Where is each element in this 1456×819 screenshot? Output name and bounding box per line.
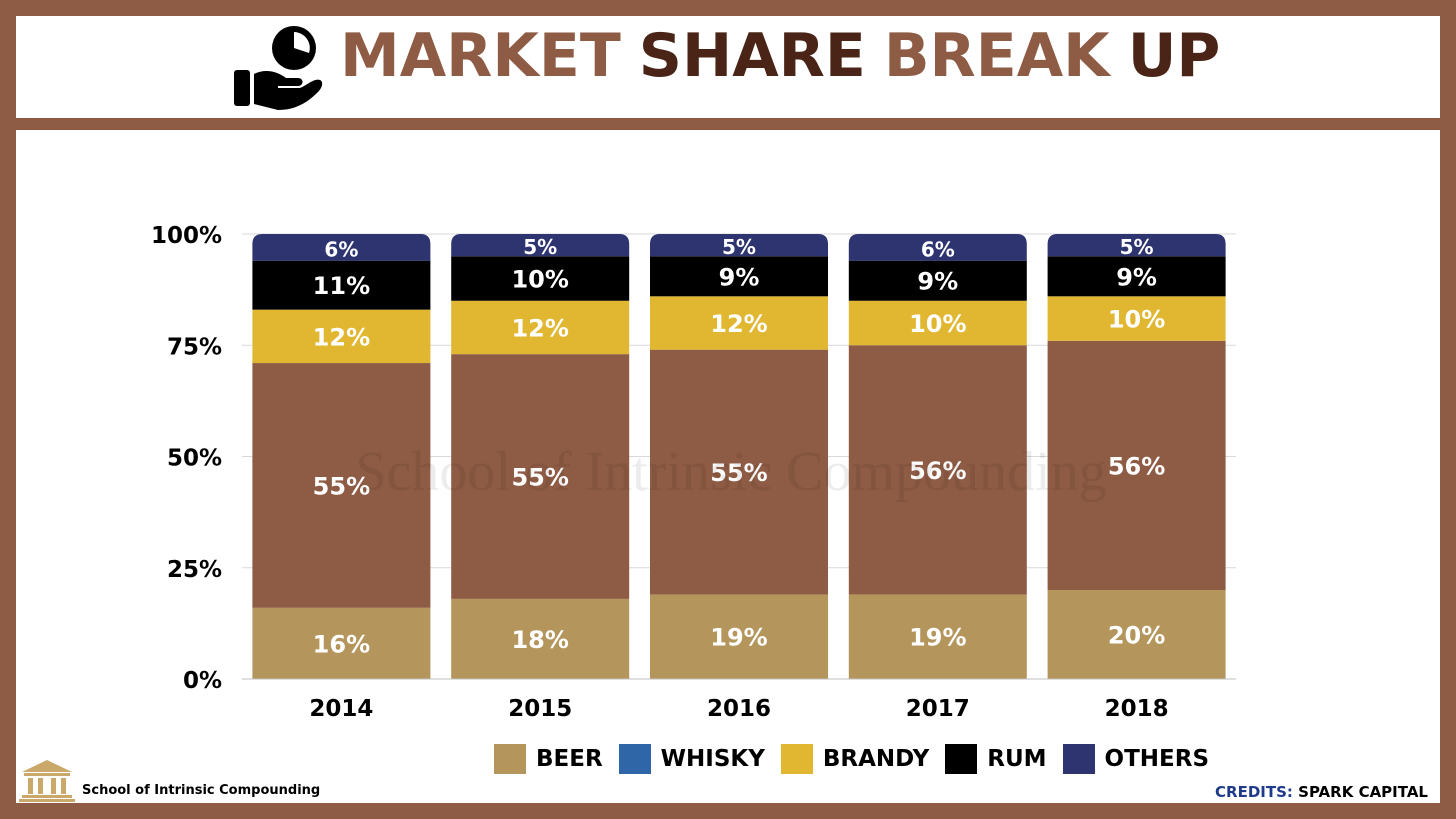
- legend-swatch-brandy: [780, 744, 813, 774]
- hand-holding-pie-chart-icon: [234, 26, 323, 110]
- data-label-beer: 16%: [313, 630, 370, 658]
- data-label-beer: 18%: [511, 626, 568, 654]
- data-label-whisky: 55%: [511, 464, 568, 492]
- bar-segment-brandy: [451, 300, 630, 355]
- title-word-share: SHARE: [638, 21, 866, 91]
- bar-segment-brandy: [848, 300, 1027, 346]
- chart-legend: BEER WHISKY BRANDY RUM OTHERS: [494, 744, 1215, 774]
- legend-item-brandy: BRANDY: [780, 744, 930, 774]
- data-label-others: 6%: [921, 237, 955, 261]
- legend-item-beer: BEER: [494, 744, 603, 774]
- legend-swatch-beer: [494, 744, 526, 774]
- legend-item-others: OTHERS: [1062, 744, 1210, 774]
- bar-segment-rum: [1047, 256, 1226, 297]
- bar-segment-rum: [252, 260, 431, 310]
- bar-segment-others: [650, 234, 828, 257]
- bar-segment-whisky: [451, 354, 630, 599]
- bar-segment-beer: [650, 594, 828, 679]
- data-label-others: 5%: [1120, 235, 1154, 259]
- data-label-others: 6%: [324, 237, 358, 261]
- title-word-break: BREAK: [883, 21, 1110, 91]
- data-label-others: 5%: [523, 235, 557, 259]
- institution-building-icon: [19, 760, 75, 802]
- data-label-beer: 19%: [909, 624, 966, 652]
- title-banner: [16, 16, 1440, 118]
- page-title: MARKET SHARE BREAK UP: [340, 20, 1238, 92]
- school-badge: School of Intrinsic Compounding: [18, 758, 320, 802]
- data-label-others: 5%: [722, 235, 756, 259]
- bar-segment-beer: [848, 594, 1027, 679]
- school-name: School of Intrinsic Compounding: [82, 783, 321, 798]
- legend-label-beer: BEER: [536, 746, 603, 772]
- bar-segment-others: [252, 234, 431, 261]
- x-tick-label: 2016: [707, 696, 771, 722]
- legend-swatch-rum: [945, 744, 978, 774]
- data-label-rum: 9%: [1116, 263, 1157, 291]
- bar-segment-rum: [650, 256, 828, 297]
- bar-segment-rum: [848, 260, 1027, 301]
- credits: CREDITS: SPARK CAPITAL: [1215, 783, 1428, 801]
- bar-segment-whisky: [1047, 340, 1226, 590]
- data-label-whisky: 55%: [313, 472, 370, 500]
- title-word-up: UP: [1127, 21, 1221, 91]
- data-label-whisky: 55%: [710, 459, 767, 487]
- y-tick-label: 0%: [183, 668, 222, 694]
- data-label-rum: 10%: [511, 266, 568, 294]
- legend-label-brandy: BRANDY: [822, 746, 930, 772]
- data-label-rum: 9%: [917, 268, 958, 296]
- bar-segment-others: [848, 234, 1027, 261]
- data-label-beer: 20%: [1108, 622, 1165, 650]
- data-label-rum: 9%: [719, 263, 760, 291]
- y-tick-label: 100%: [151, 223, 222, 249]
- data-label-whisky: 56%: [1108, 452, 1165, 480]
- data-label-whisky: 56%: [909, 457, 966, 485]
- y-tick-label: 50%: [167, 446, 222, 472]
- legend-label-others: OTHERS: [1104, 746, 1210, 772]
- legend-swatch-whisky: [618, 744, 651, 774]
- x-tick-label: 2017: [906, 696, 970, 722]
- credits-value: SPARK CAPITAL: [1298, 783, 1428, 801]
- bar-segment-beer: [451, 598, 630, 679]
- bar-segment-brandy: [252, 309, 431, 364]
- bar-segment-brandy: [650, 296, 828, 350]
- legend-swatch-others: [1062, 744, 1095, 774]
- data-label-brandy: 12%: [511, 314, 568, 342]
- y-tick-label: 75%: [167, 334, 222, 360]
- legend-item-whisky: WHISKY: [618, 744, 765, 774]
- legend-label-rum: RUM: [987, 746, 1047, 772]
- x-tick-label: 2015: [508, 696, 572, 722]
- bar-segment-others: [451, 234, 630, 257]
- title-word-market: MARKET: [340, 21, 621, 91]
- bar-segment-beer: [1047, 590, 1226, 679]
- bar-segment-rum: [451, 256, 630, 301]
- bar-segment-whisky: [848, 345, 1027, 595]
- data-label-rum: 11%: [313, 272, 370, 300]
- bar-segment-whisky: [252, 363, 431, 608]
- x-tick-label: 2014: [309, 696, 373, 722]
- data-label-brandy: 12%: [710, 310, 767, 338]
- bar-segment-whisky: [650, 349, 828, 595]
- bar-segment-beer: [252, 607, 431, 679]
- y-tick-label: 25%: [167, 557, 222, 583]
- legend-label-whisky: WHISKY: [660, 746, 765, 772]
- x-tick-label: 2018: [1105, 696, 1169, 722]
- legend-item-rum: RUM: [945, 744, 1047, 774]
- credits-label: CREDITS:: [1215, 783, 1293, 801]
- bar-segment-others: [1047, 234, 1226, 257]
- data-label-brandy: 12%: [313, 323, 370, 351]
- data-label-brandy: 10%: [909, 310, 966, 338]
- data-label-beer: 19%: [710, 624, 767, 652]
- data-label-brandy: 10%: [1108, 306, 1165, 334]
- bar-segment-brandy: [1047, 296, 1226, 341]
